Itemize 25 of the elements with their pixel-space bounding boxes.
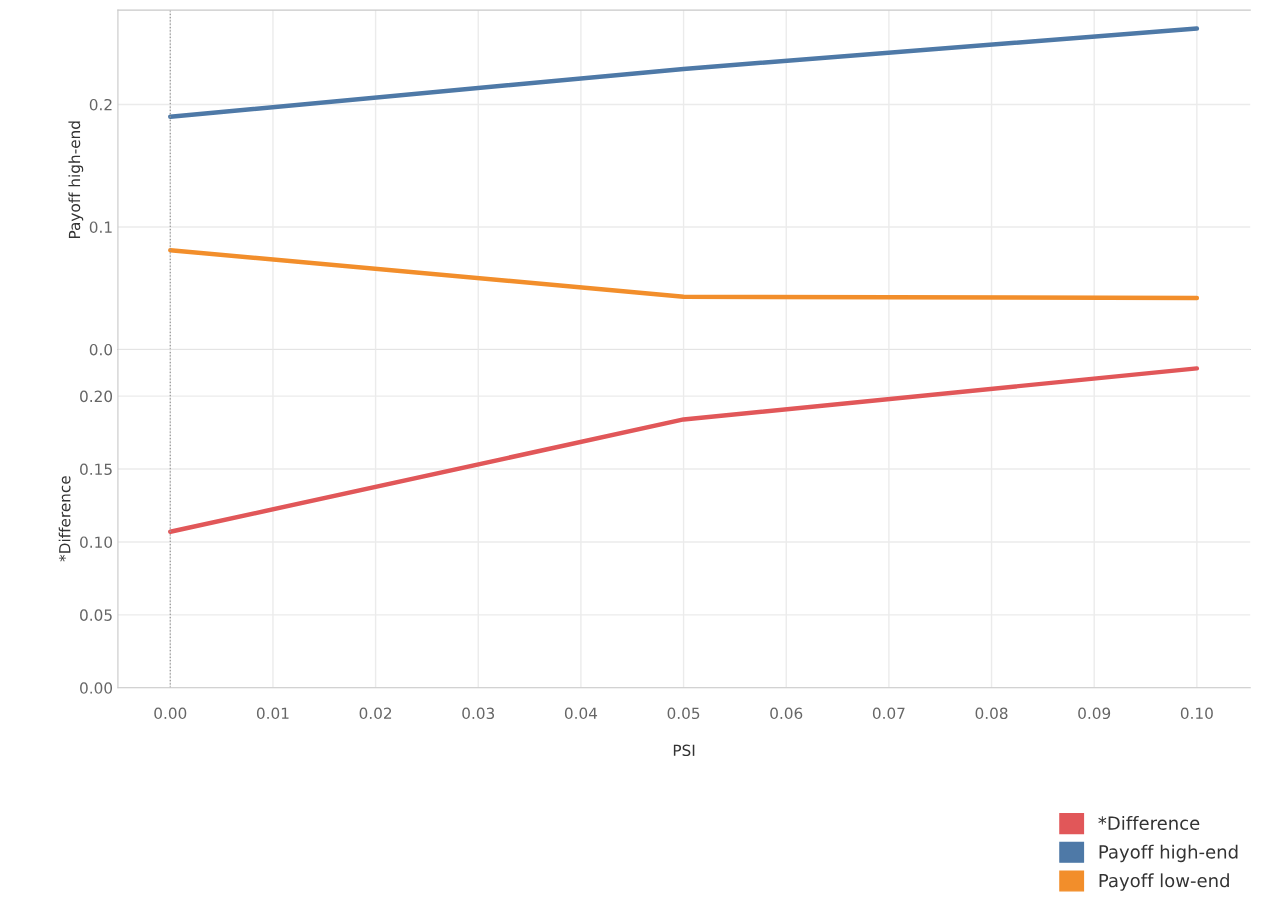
y-tick-label: 0.0: [89, 343, 113, 356]
y-tick-label: 0.10: [80, 536, 113, 548]
y-axis-title: Payoff high-end: [68, 121, 84, 239]
y-axis-title: *Difference: [58, 476, 71, 562]
x-tick-label: 0.00: [154, 707, 187, 720]
x-axis-title: PSI: [673, 744, 695, 757]
x-tick-label: 0.01: [256, 707, 289, 720]
x-tick-label: 0.06: [770, 707, 803, 720]
y-tick-label: 0.15: [80, 463, 112, 476]
x-tick-label: 0.03: [462, 707, 495, 720]
x-tick-label: 0.04: [564, 707, 598, 720]
y-tick-label: 0.1: [89, 221, 112, 233]
y-tick-label: 0.2: [89, 98, 112, 111]
x-tick-label: 0.10: [1180, 707, 1213, 720]
x-tick-label: 0.09: [1078, 707, 1111, 720]
y-tick-label: 0.20: [80, 390, 113, 403]
legend-label: Payoff high-end: [1099, 844, 1238, 863]
x-tick-label: 0.07: [872, 707, 905, 720]
x-tick-label: 0.02: [359, 707, 392, 720]
legend-label: *Difference: [1098, 815, 1200, 830]
y-tick-label: 0.00: [80, 682, 113, 694]
x-tick-label: 0.05: [667, 707, 700, 720]
legend-label: Payoff low-end: [1099, 873, 1229, 891]
x-tick-label: 0.08: [975, 707, 1008, 720]
y-tick-label: 0.05: [80, 609, 112, 621]
